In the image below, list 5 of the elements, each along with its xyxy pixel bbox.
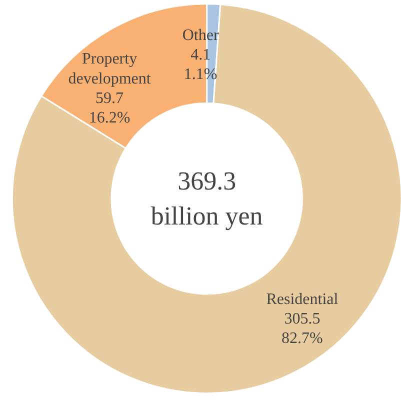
text: 369.3 billion yen xyxy=(150,166,263,230)
slice-label: Property development xyxy=(68,50,152,88)
data-label: 59.7 16.2% xyxy=(88,90,130,126)
slice-label: Residential xyxy=(266,290,339,308)
data-label: 305.5 82.7% xyxy=(282,310,323,347)
